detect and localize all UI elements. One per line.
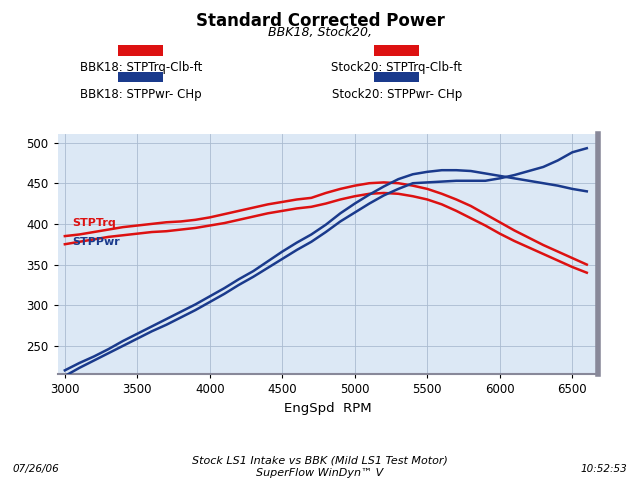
Text: Stock LS1 Intake vs BBK (Mild LS1 Test Motor)
SuperFlow WinDyn™ V: Stock LS1 Intake vs BBK (Mild LS1 Test M… xyxy=(192,456,448,478)
Text: BBK18: STPPwr- CHp: BBK18: STPPwr- CHp xyxy=(80,88,202,101)
Text: Standard Corrected Power: Standard Corrected Power xyxy=(196,12,444,30)
Text: 10:52:53: 10:52:53 xyxy=(580,464,627,474)
Text: 07/26/06: 07/26/06 xyxy=(13,464,60,474)
Text: Stock20: STPTrq-Clb-ft: Stock20: STPTrq-Clb-ft xyxy=(332,61,462,74)
Text: STPTrq: STPTrq xyxy=(72,217,116,228)
Text: STPPwr: STPPwr xyxy=(72,237,120,247)
Text: Stock20: STPPwr- CHp: Stock20: STPPwr- CHp xyxy=(332,88,462,101)
Text: BBK18, Stock20,: BBK18, Stock20, xyxy=(268,26,372,39)
Text: BBK18: STPTrq-Clb-ft: BBK18: STPTrq-Clb-ft xyxy=(79,61,202,74)
X-axis label: EngSpd  RPM: EngSpd RPM xyxy=(284,402,372,415)
